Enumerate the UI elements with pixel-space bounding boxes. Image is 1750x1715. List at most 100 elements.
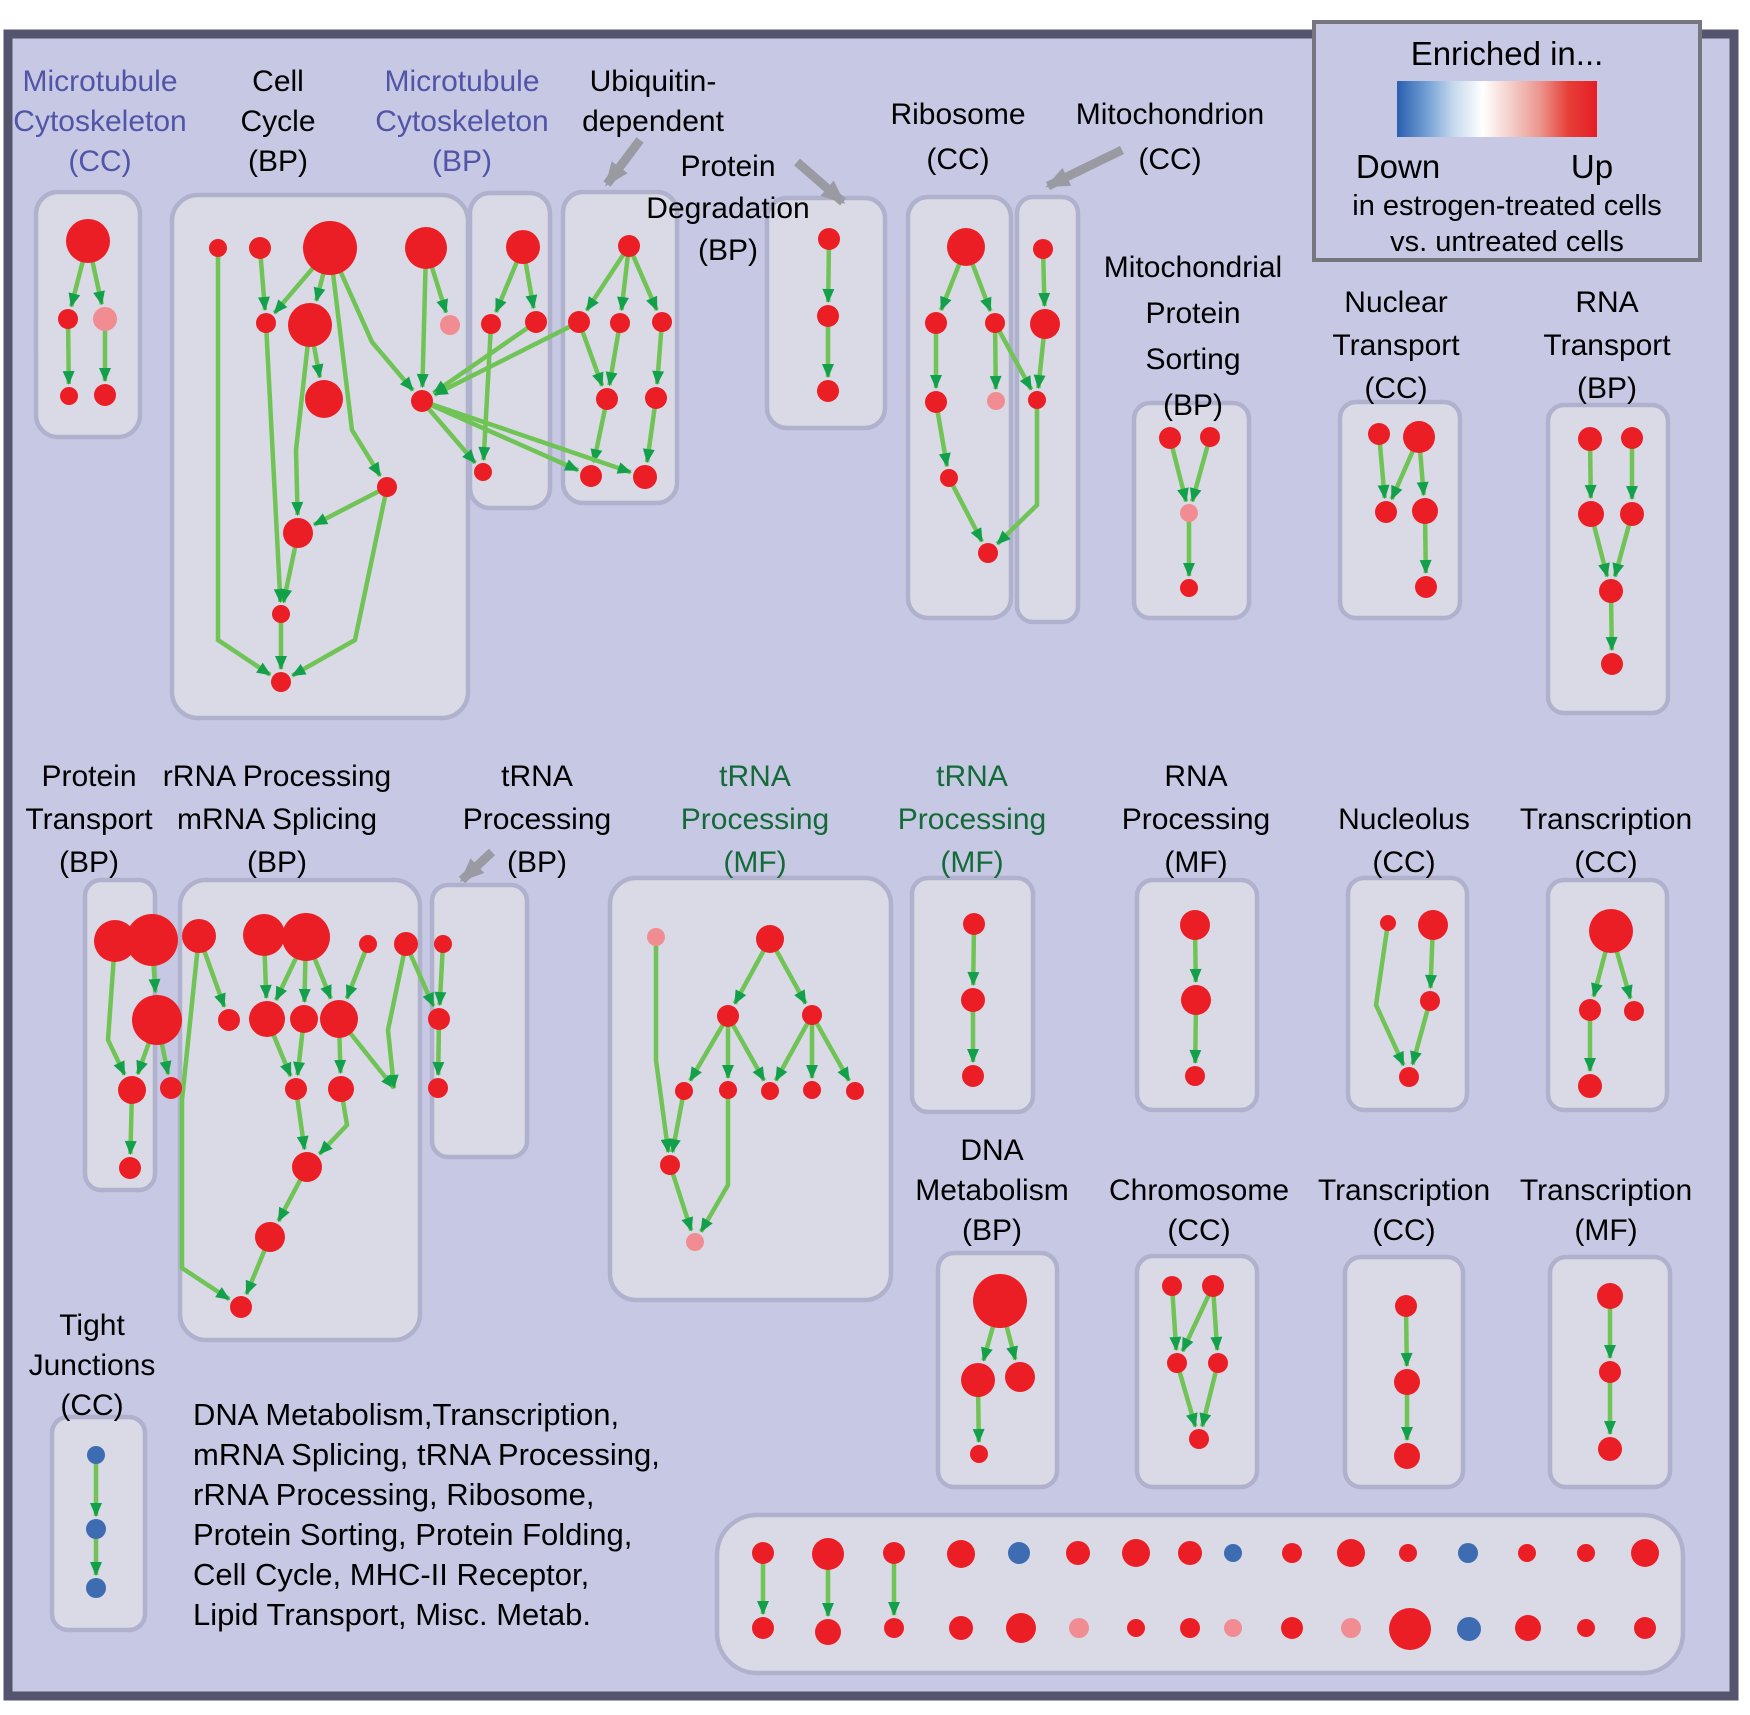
relation-edge: [105, 953, 127, 1076]
relation-edge: [432, 323, 532, 395]
legend-up-label: Up: [1570, 148, 1614, 185]
go-term-node: [1189, 1429, 1209, 1449]
go-term-node: [1420, 991, 1440, 1011]
go-term-node: [883, 1542, 905, 1564]
go-term-node: [1624, 1001, 1644, 1021]
go-term-node: [962, 1065, 984, 1087]
go-term-node-blue: [1458, 1543, 1478, 1563]
go-term-node: [434, 935, 452, 953]
go-term-node: [1597, 1283, 1623, 1309]
relation-edge: [995, 405, 1040, 546]
relation-edge: [179, 945, 231, 1302]
relation-edge: [934, 408, 951, 468]
go-term-node: [249, 237, 271, 259]
relation-edge: [1169, 1291, 1182, 1351]
go-term-node: [1515, 1615, 1541, 1641]
relation-edge: [317, 1096, 350, 1156]
go-term-node: [1180, 910, 1210, 940]
relation-edge: [329, 263, 383, 478]
relation-edge: [605, 328, 622, 387]
go-term-node: [1412, 498, 1438, 524]
pointer-ubiquitin-left: [603, 137, 644, 187]
go-term-node: [925, 391, 947, 413]
go-term-node: [474, 463, 492, 481]
relation-edge: [215, 253, 272, 677]
relation-edge: [1584, 446, 1597, 499]
go-term-node: [752, 1542, 774, 1564]
go-term-node: [320, 1000, 358, 1038]
go-term-node: [963, 913, 985, 935]
go-term-node: [1030, 309, 1060, 339]
go-term-node: [1167, 1353, 1187, 1373]
go-term-node: [1589, 909, 1633, 953]
go-term-node: [1127, 1619, 1145, 1637]
go-term-node: [815, 1619, 841, 1645]
pointer-mitochondrion: [1045, 145, 1124, 191]
go-term-node: [1394, 1443, 1420, 1469]
go-term-node: [1578, 501, 1604, 527]
relation-edge: [334, 261, 415, 392]
go-term-node: [377, 477, 397, 497]
go-term-node-pink: [686, 1233, 704, 1251]
go-term-node: [812, 1538, 844, 1570]
relation-edge: [291, 337, 311, 516]
go-term-node-pink: [440, 315, 460, 335]
go-term-node: [940, 469, 958, 487]
relation-edge: [729, 1020, 767, 1082]
relation-edge: [1605, 598, 1618, 651]
relation-edge: [200, 944, 227, 1008]
legend-title: Enriched in...: [1410, 35, 1604, 72]
go-term-node: [1180, 579, 1198, 597]
relation-edge: [434, 949, 447, 1006]
relation-edge: [1400, 1312, 1413, 1367]
go-term-node: [290, 1005, 318, 1033]
relation-edge: [1373, 927, 1406, 1067]
relation-edge: [344, 1026, 396, 1090]
go-term-node: [1181, 985, 1211, 1015]
go-term-node: [1180, 1618, 1200, 1638]
go-term-node: [973, 1274, 1027, 1328]
go-term-node: [1200, 427, 1220, 447]
go-term-node: [1282, 1543, 1302, 1563]
go-term-node: [1599, 579, 1623, 603]
relation-edge: [1169, 443, 1189, 503]
relation-edge: [822, 245, 835, 303]
go-term-node: [283, 518, 313, 548]
go-term-node: [255, 1222, 285, 1252]
box-dna-metabolism: [935, 1250, 1060, 1490]
go-term-node: [719, 1081, 737, 1099]
go-term-node: [1202, 1275, 1224, 1297]
go-term-node: [272, 605, 290, 623]
go-term-node: [818, 228, 840, 250]
box-ubiquitin-1: [560, 189, 680, 506]
go-term-node: [1518, 1544, 1536, 1562]
relation-edge: [269, 1028, 293, 1078]
go-term-node: [506, 230, 540, 264]
relation-edge: [1176, 1368, 1198, 1428]
relation-edge: [1189, 442, 1211, 503]
go-term-node: [675, 1082, 693, 1100]
relation-edge: [652, 327, 665, 385]
box-chromosome: [1134, 1253, 1260, 1490]
go-term-node: [1577, 1544, 1595, 1562]
go-term-node: [1399, 1067, 1419, 1087]
go-term-node: [884, 1618, 904, 1638]
relation-edge: [773, 1019, 812, 1082]
go-term-node: [1006, 1613, 1036, 1643]
go-term-node: [961, 988, 985, 1012]
go-term-node: [961, 1363, 995, 1397]
go-term-node: [60, 387, 78, 405]
go-term-node: [1620, 502, 1644, 526]
go-term-node: [182, 919, 216, 953]
relation-edge: [1425, 933, 1438, 989]
go-term-node: [1577, 1619, 1595, 1637]
go-term-node-blue: [1008, 1542, 1030, 1564]
go-term-node: [1403, 421, 1435, 453]
relation-edge: [259, 947, 272, 999]
relation-edge: [1210, 1292, 1223, 1351]
go-term-node: [285, 1078, 307, 1100]
go-term-node: [256, 313, 276, 333]
relation-edge: [62, 324, 75, 385]
relation-edge: [433, 322, 575, 397]
relation-edge: [385, 950, 407, 1089]
